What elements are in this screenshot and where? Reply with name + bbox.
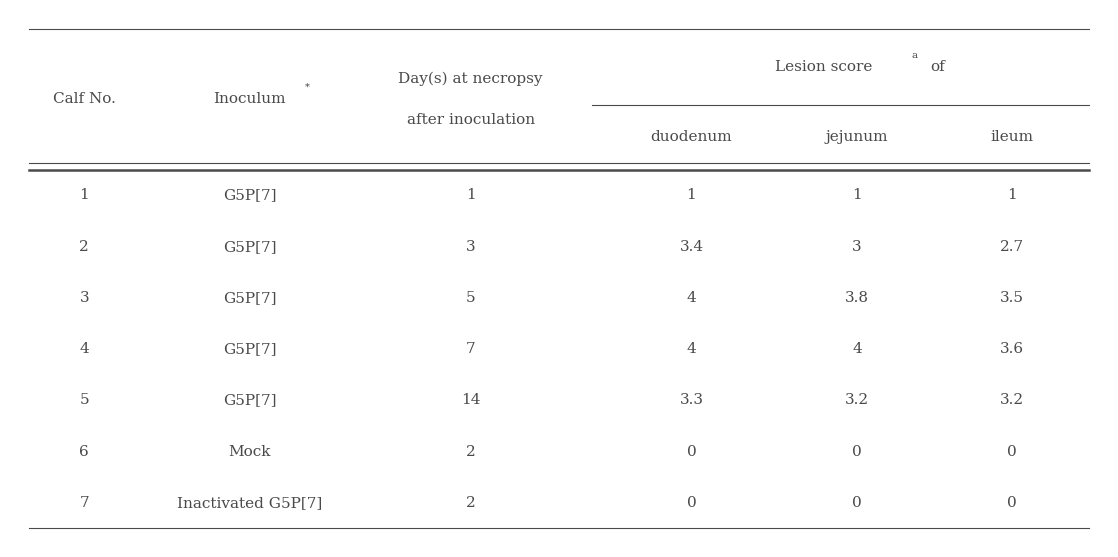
Text: 3.2: 3.2 — [845, 393, 869, 407]
Text: 7: 7 — [79, 496, 89, 510]
Text: a: a — [911, 51, 918, 60]
Text: G5P[7]: G5P[7] — [224, 240, 276, 253]
Text: 3.4: 3.4 — [680, 240, 703, 253]
Text: 4: 4 — [79, 342, 89, 356]
Text: after inoculation: after inoculation — [407, 113, 534, 127]
Text: 2: 2 — [79, 240, 89, 253]
Text: 5: 5 — [79, 393, 89, 407]
Text: 4: 4 — [686, 291, 697, 305]
Text: 3: 3 — [79, 291, 89, 305]
Text: 3: 3 — [466, 240, 475, 253]
Text: 0: 0 — [852, 444, 862, 458]
Text: 5: 5 — [466, 291, 475, 305]
Text: ileum: ileum — [991, 130, 1033, 144]
Text: Mock: Mock — [228, 444, 271, 458]
Text: 1: 1 — [686, 188, 697, 203]
Text: 0: 0 — [686, 444, 697, 458]
Text: 3.3: 3.3 — [680, 393, 703, 407]
Text: 1: 1 — [79, 188, 89, 203]
Text: G5P[7]: G5P[7] — [224, 342, 276, 356]
Text: 0: 0 — [1007, 444, 1016, 458]
Text: jejunum: jejunum — [826, 130, 889, 144]
Text: 3.5: 3.5 — [999, 291, 1024, 305]
Text: 2: 2 — [466, 496, 475, 510]
Text: 0: 0 — [852, 496, 862, 510]
Text: of: of — [930, 60, 945, 74]
Text: 4: 4 — [686, 342, 697, 356]
Text: Inoculum: Inoculum — [214, 92, 286, 106]
Text: 3.2: 3.2 — [999, 393, 1024, 407]
Text: 6: 6 — [79, 444, 89, 458]
Text: *: * — [305, 83, 310, 92]
Text: 1: 1 — [852, 188, 862, 203]
Text: Inactivated G5P[7]: Inactivated G5P[7] — [178, 496, 322, 510]
Text: Day(s) at necropsy: Day(s) at necropsy — [398, 71, 543, 86]
Text: G5P[7]: G5P[7] — [224, 188, 276, 203]
Text: G5P[7]: G5P[7] — [224, 393, 276, 407]
Text: 2.7: 2.7 — [999, 240, 1024, 253]
Text: 1: 1 — [1007, 188, 1016, 203]
Text: 0: 0 — [1007, 496, 1016, 510]
Text: 1: 1 — [466, 188, 475, 203]
Text: 0: 0 — [686, 496, 697, 510]
Text: Lesion score: Lesion score — [775, 60, 873, 74]
Text: 7: 7 — [466, 342, 475, 356]
Text: 3: 3 — [852, 240, 862, 253]
Text: Calf No.: Calf No. — [53, 92, 115, 106]
Text: 3.6: 3.6 — [999, 342, 1024, 356]
Text: 4: 4 — [852, 342, 862, 356]
Text: 2: 2 — [466, 444, 475, 458]
Text: 14: 14 — [461, 393, 481, 407]
Text: G5P[7]: G5P[7] — [224, 291, 276, 305]
Text: 3.8: 3.8 — [845, 291, 869, 305]
Text: duodenum: duodenum — [651, 130, 732, 144]
